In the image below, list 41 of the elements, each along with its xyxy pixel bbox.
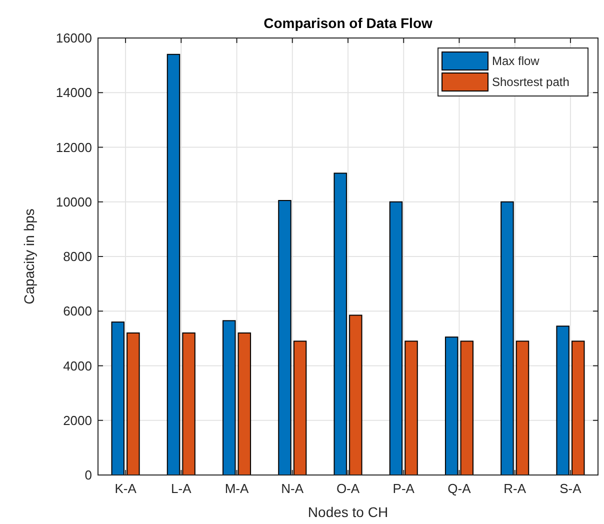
x-tick-label: R-A — [504, 481, 526, 496]
legend-label: Max flow — [492, 54, 540, 68]
x-tick-label: O-A — [336, 481, 360, 496]
bar — [238, 332, 252, 476]
y-tick-label: 14000 — [56, 85, 92, 100]
legend-label: Shosrtest path — [492, 75, 570, 89]
x-tick-label: M-A — [224, 481, 249, 496]
x-tick-label: N-A — [281, 481, 304, 496]
y-tick-label: 10000 — [56, 194, 92, 210]
bar — [126, 332, 140, 476]
bar — [444, 336, 458, 476]
bar — [404, 340, 418, 476]
bar — [222, 320, 236, 476]
x-tick-label: K-A — [114, 481, 137, 496]
bar — [572, 340, 585, 476]
y-tick-label: 0 — [84, 468, 92, 483]
y-tick-label: 8000 — [63, 249, 92, 264]
bar — [182, 332, 196, 476]
y-tick-label: 6000 — [63, 304, 92, 319]
bar — [278, 200, 292, 476]
x-tick-label: Q-A — [448, 481, 472, 496]
bar — [166, 54, 180, 476]
bar — [500, 201, 514, 476]
y-tick-label: 4000 — [63, 358, 92, 374]
chart-title: Comparison of Data Flow — [264, 15, 432, 31]
bar — [516, 340, 530, 476]
y-tick-label: 2000 — [63, 412, 92, 428]
bar — [349, 314, 362, 476]
x-axis-title: Nodes to CH — [308, 504, 388, 520]
x-tick-label: S-A — [560, 481, 582, 496]
bar — [111, 322, 124, 476]
x-tick-label: P-A — [392, 481, 415, 496]
bar — [389, 201, 403, 476]
bar — [460, 340, 474, 476]
y-axis-title: Capacity in bps — [21, 208, 37, 304]
y-tick-label: 12000 — [56, 140, 92, 155]
bar — [556, 326, 570, 476]
bar — [334, 172, 347, 476]
bar — [293, 340, 307, 476]
x-tick-label: L-A — [171, 481, 192, 496]
y-tick-label: 16000 — [56, 30, 92, 46]
